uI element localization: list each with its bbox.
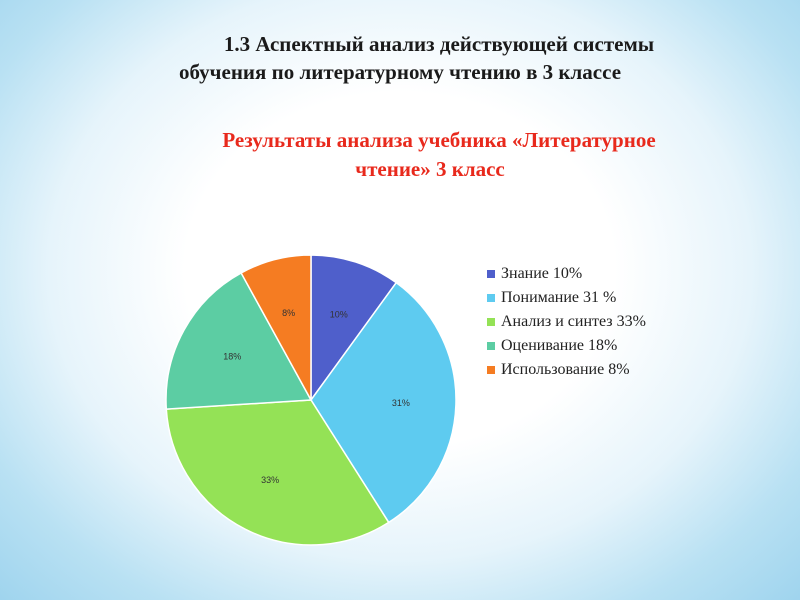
pie-slice-knowledge: [310, 254, 398, 403]
pie-slice-usage: [240, 254, 312, 401]
chart-legend: Знание 10% Понимание 31 % Анализ и синтез …: [487, 262, 646, 382]
legend-item-evaluation: Оценивание 18%: [487, 334, 646, 358]
legend-label-evaluation: Оценивание 18%: [501, 337, 618, 354]
data-label-understanding: 31%: [392, 398, 410, 408]
legend-label-understanding: Понимание 31 %: [501, 289, 617, 306]
pie-slices: [165, 254, 457, 546]
legend-label-analysis-synthesis: Анализ и синтез 33%: [501, 313, 646, 330]
data-label-usage: 8%: [282, 308, 295, 318]
chart-subtitle: Результаты анализа учебника «Литературно…: [110, 126, 750, 184]
legend-swatch-analysis-synthesis: [487, 318, 495, 326]
pie-slice-evaluation: [165, 271, 313, 410]
legend-swatch-evaluation: [487, 342, 495, 350]
legend-swatch-understanding: [487, 294, 495, 302]
legend-label-knowledge: Знание 10%: [501, 265, 583, 282]
legend-swatch-usage: [487, 366, 495, 374]
subtitle-line-1: Результаты анализа учебника «Литературно…: [222, 128, 656, 152]
legend-item-understanding: Понимание 31 %: [487, 286, 646, 310]
subtitle-line-2: чтение» 3 класс: [355, 157, 505, 181]
legend-item-analysis-synthesis: Анализ и синтез 33%: [487, 310, 646, 334]
slide-title: 1.3 Аспектный анализ действующей системы…: [60, 30, 760, 86]
data-label-analysis-synthesis: 33%: [261, 475, 279, 485]
data-label-knowledge: 10%: [330, 310, 348, 320]
pie-slice-understanding: [310, 281, 457, 524]
legend-label-usage: Использование 8%: [501, 361, 630, 378]
data-label-evaluation: 18%: [223, 352, 241, 362]
legend-item-knowledge: Знание 10%: [487, 262, 646, 286]
title-line-1: 1.3 Аспектный анализ действующей системы: [223, 32, 655, 56]
pie-data-labels: 10% 31% 33% 18% 8%: [223, 308, 410, 485]
legend-item-usage: Использование 8%: [487, 358, 646, 382]
pie-slice-analysis-synthesis: [165, 399, 390, 546]
title-line-2: обучения по литературному чтению в 3 кла…: [178, 60, 622, 84]
legend-swatch-knowledge: [487, 270, 495, 278]
